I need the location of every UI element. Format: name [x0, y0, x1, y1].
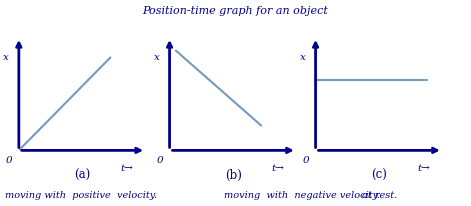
- Text: Position-time graph for an object: Position-time graph for an object: [143, 6, 328, 16]
- Text: t→: t→: [121, 164, 133, 173]
- Text: moving with  positive  velocity.: moving with positive velocity.: [5, 191, 157, 200]
- Text: x: x: [154, 53, 159, 62]
- Text: t→: t→: [271, 164, 284, 173]
- Text: (a): (a): [74, 169, 90, 182]
- Text: t→: t→: [417, 164, 430, 173]
- Text: 0: 0: [302, 156, 309, 165]
- Text: 0: 0: [6, 156, 12, 165]
- Text: x: x: [300, 53, 305, 62]
- Text: x: x: [3, 53, 8, 62]
- Text: 0: 0: [156, 156, 163, 165]
- Text: moving  with  negative velocity.: moving with negative velocity.: [224, 191, 380, 200]
- Text: (b): (b): [225, 169, 242, 182]
- Text: (c): (c): [371, 169, 387, 182]
- Text: at rest.: at rest.: [362, 191, 397, 200]
